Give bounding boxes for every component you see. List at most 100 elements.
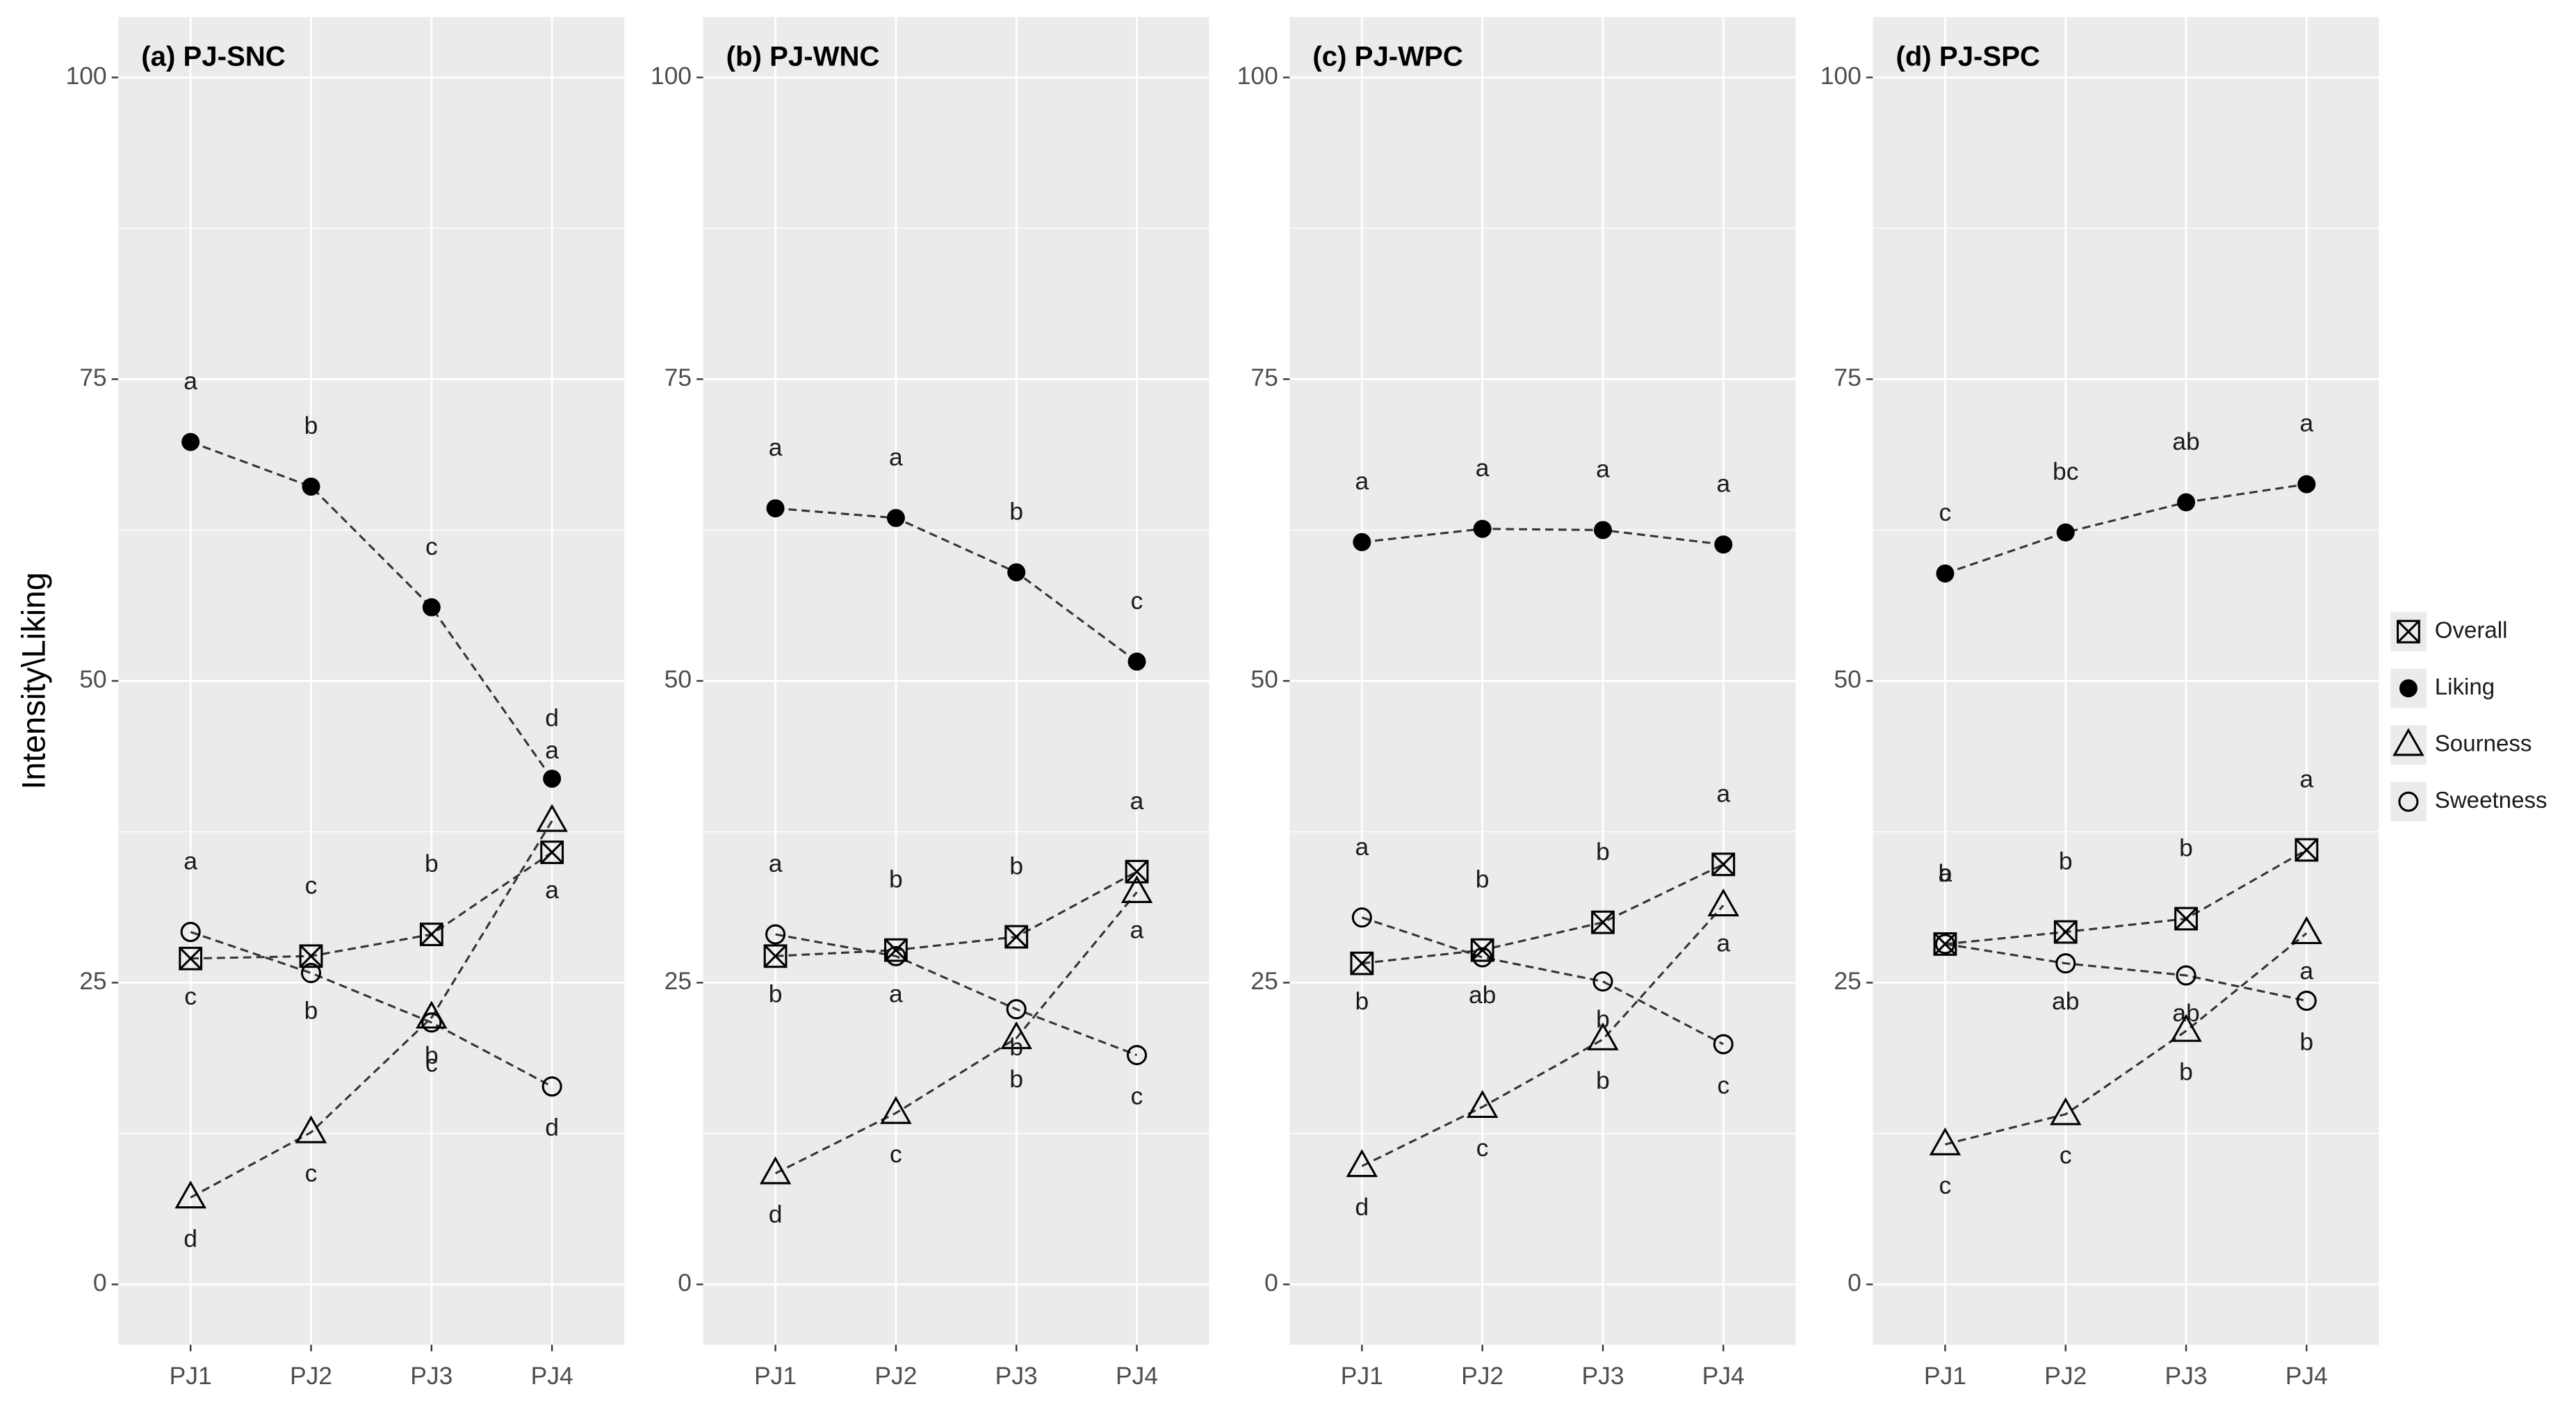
significance-letter: c bbox=[305, 1160, 318, 1187]
y-axis-label: Intensity\Liking bbox=[15, 572, 52, 790]
marker-triangle bbox=[295, 1115, 327, 1144]
marker-filled-circle bbox=[302, 477, 320, 496]
y-tick-label: 100 bbox=[65, 62, 106, 90]
marker-triangle bbox=[880, 1096, 912, 1124]
significance-letter: b bbox=[1009, 1065, 1023, 1093]
significance-letter: a bbox=[1716, 779, 1730, 807]
significance-letter: a bbox=[889, 443, 903, 471]
marker-triangle bbox=[1346, 1148, 1378, 1178]
marker-circle bbox=[1006, 999, 1027, 1020]
marker-triangle bbox=[759, 1156, 792, 1185]
marker-filled-circle bbox=[1007, 563, 1026, 582]
y-tick-label: 50 bbox=[665, 665, 692, 693]
marker-cross bbox=[1125, 860, 1149, 884]
marker-square-cross bbox=[540, 841, 564, 864]
marker-filled-circle bbox=[886, 509, 905, 528]
legend-label: Liking bbox=[2435, 674, 2495, 700]
marker-circle bbox=[886, 945, 906, 966]
marker-circle bbox=[300, 963, 322, 984]
series-line bbox=[1362, 863, 1724, 965]
significance-letter: b bbox=[1009, 497, 1023, 525]
marker-dot bbox=[1353, 533, 1371, 551]
significance-letter: d bbox=[769, 1201, 783, 1228]
marker-filled-circle bbox=[1714, 535, 1733, 554]
marker-dot bbox=[543, 770, 562, 788]
significance-letter: a bbox=[769, 850, 783, 877]
significance-letter: b bbox=[1939, 859, 1953, 887]
marker-dot bbox=[886, 509, 905, 528]
series-line bbox=[1361, 904, 1725, 1167]
marker-circle bbox=[1351, 907, 1372, 928]
marker-square bbox=[884, 938, 908, 962]
significance-letter: a bbox=[545, 736, 559, 764]
x-tick-label: PJ3 bbox=[410, 1362, 453, 1390]
marker-dot bbox=[302, 477, 320, 496]
marker-triangle bbox=[536, 804, 568, 832]
marker-square bbox=[1125, 859, 1149, 884]
x-tick-label: PJ1 bbox=[1924, 1362, 1966, 1390]
y-tick-label: 0 bbox=[1848, 1269, 1861, 1297]
significance-letter: ab bbox=[2172, 428, 2199, 455]
panel-title: (b) PJ-WNC bbox=[726, 40, 880, 72]
y-tick-label: 75 bbox=[1250, 364, 1278, 391]
marker-circle bbox=[1127, 1045, 1148, 1066]
marker-circle bbox=[1472, 947, 1493, 968]
marker-dot bbox=[2177, 493, 2196, 512]
marker-circle bbox=[1127, 1045, 1148, 1066]
marker-triangle bbox=[174, 1180, 206, 1209]
significance-letter: d bbox=[545, 704, 559, 731]
significance-letter: b bbox=[1009, 852, 1023, 880]
panel-title: (a) PJ-SNC bbox=[141, 40, 286, 72]
marker-square-cross bbox=[2174, 907, 2198, 931]
significance-letter: a bbox=[1130, 916, 1144, 943]
significance-letter: a bbox=[1939, 859, 1953, 887]
marker-triangle bbox=[1929, 1127, 1962, 1155]
marker-dot bbox=[1127, 652, 1146, 671]
marker-dot bbox=[1714, 535, 1733, 554]
marker-square-cross bbox=[179, 946, 203, 971]
marker-filled-circle bbox=[1473, 519, 1492, 538]
series-line bbox=[1362, 528, 1724, 546]
marker-triangle bbox=[1587, 1022, 1619, 1050]
marker-circle bbox=[180, 922, 201, 943]
marker-cross bbox=[2397, 620, 2420, 644]
panel-title: (c) PJ-WPC bbox=[1312, 40, 1462, 72]
marker-triangle bbox=[1466, 1089, 1499, 1119]
marker-dot bbox=[1936, 564, 1955, 583]
significance-letter: bc bbox=[2053, 457, 2078, 485]
y-tick-label: 100 bbox=[651, 62, 692, 90]
marker-filled-circle bbox=[1353, 533, 1371, 551]
marker-triangle bbox=[2049, 1097, 2082, 1126]
marker-dot bbox=[766, 499, 785, 518]
marker-triangle bbox=[1120, 875, 1153, 903]
significance-letter: b bbox=[2300, 1028, 2314, 1055]
significance-letter: a bbox=[184, 847, 197, 875]
y-tick-label: 50 bbox=[1250, 665, 1278, 693]
series-line bbox=[190, 441, 553, 779]
marker-circle bbox=[2398, 791, 2419, 812]
x-tick-label: PJ1 bbox=[170, 1362, 212, 1390]
marker-circle bbox=[1934, 934, 1955, 955]
legend-key bbox=[2390, 781, 2427, 822]
marker-cross bbox=[1711, 852, 1735, 876]
y-tick-label: 50 bbox=[1834, 665, 1861, 693]
significance-letter: ab bbox=[2172, 999, 2199, 1027]
significance-letter: a bbox=[1130, 787, 1144, 815]
series-line bbox=[1945, 932, 2308, 1146]
x-tick-label: PJ4 bbox=[531, 1362, 573, 1390]
significance-letter: b bbox=[304, 997, 318, 1025]
marker-filled-circle bbox=[2399, 679, 2418, 698]
significance-letter: c bbox=[2060, 1142, 2072, 1169]
significance-letter: b bbox=[1009, 1033, 1023, 1061]
marker-filled-circle bbox=[1127, 652, 1146, 671]
marker-square-cross bbox=[1350, 951, 1374, 975]
marker-triangle bbox=[1466, 1089, 1499, 1119]
marker-filled-circle bbox=[2056, 523, 2075, 542]
marker-circle bbox=[1713, 1034, 1734, 1055]
series-line bbox=[775, 933, 1138, 1057]
x-tick-label: PJ2 bbox=[290, 1362, 332, 1390]
x-tick-label: PJ3 bbox=[2165, 1362, 2208, 1390]
marker-filled-circle bbox=[2177, 493, 2196, 512]
